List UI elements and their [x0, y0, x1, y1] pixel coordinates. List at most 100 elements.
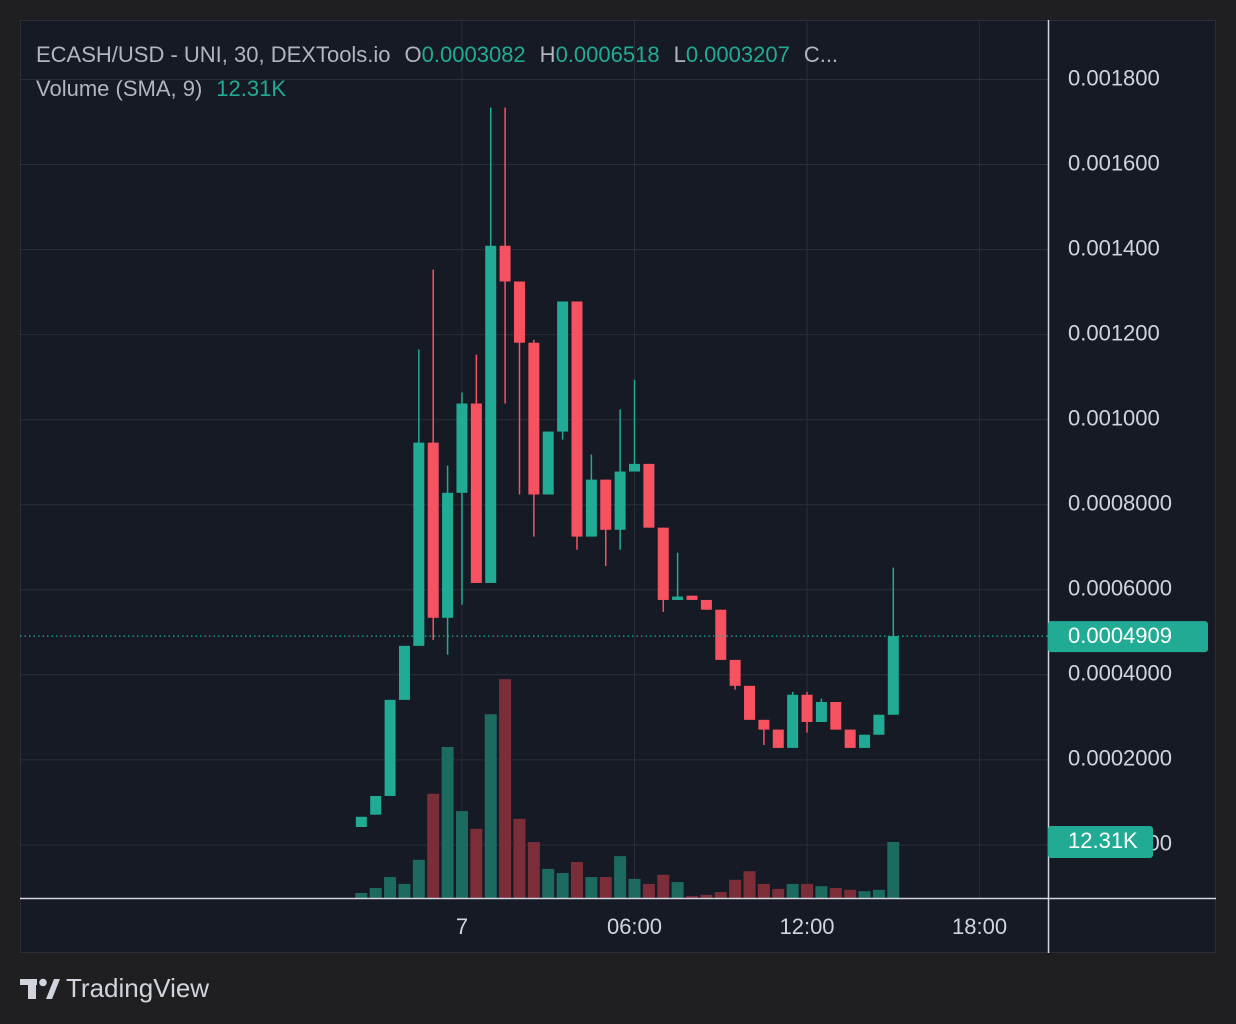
candle-body	[873, 714, 885, 735]
ohlc: O0.0003082 H0.0006518 L0.0003207	[405, 42, 790, 67]
volume-bar	[513, 818, 526, 898]
candle-body	[887, 636, 899, 715]
y-tick-label: 0.001000	[1068, 405, 1160, 430]
brand: TradingView	[66, 973, 209, 1003]
candle-body	[744, 685, 756, 720]
volume-bar	[657, 874, 670, 898]
volume-last: 12.31K	[216, 76, 286, 101]
legend-row: ECASH/USD - UNI, 30, DEXTools.io O0.00030…	[36, 42, 838, 67]
y-tick-label: 0.001400	[1068, 235, 1160, 260]
candle-body	[643, 463, 655, 528]
candle-body	[844, 729, 856, 748]
x-tick-label: 06:00	[607, 914, 662, 939]
y-tick-label: 0.001200	[1068, 320, 1160, 345]
volume-bar	[484, 714, 497, 898]
volume-bar	[686, 896, 699, 898]
logo-part	[28, 979, 36, 999]
volume-bar	[714, 892, 727, 898]
candle-body	[772, 729, 784, 748]
candle-body	[470, 403, 482, 583]
x-tick-label: 18:00	[952, 914, 1007, 939]
legend-value: 0.0003207	[686, 42, 790, 67]
candle-body	[614, 471, 626, 530]
volume-layer	[355, 679, 900, 898]
candle-body	[672, 596, 684, 600]
volume-bar	[585, 877, 598, 898]
candle-body	[571, 301, 583, 537]
volume-bar	[455, 811, 468, 898]
candle-body	[456, 403, 468, 493]
candle-body	[427, 442, 439, 618]
candle-body	[729, 659, 741, 686]
volume-bar	[815, 886, 828, 898]
y-tick-label: 0.0008000	[1068, 491, 1172, 516]
candle-body	[355, 816, 367, 827]
volume-bar	[369, 887, 382, 898]
logo-part	[39, 978, 47, 987]
volume-bar	[772, 888, 785, 898]
last-price-badge	[1048, 621, 1208, 653]
volume-bar	[858, 891, 871, 898]
candle-body	[628, 463, 640, 472]
volume-bar	[527, 842, 540, 898]
candle-body	[686, 595, 698, 600]
candle-body	[499, 245, 511, 282]
candle-body	[815, 701, 827, 722]
candle-body	[585, 479, 597, 537]
volume-bar	[427, 793, 440, 898]
volume-bar	[441, 746, 454, 898]
volume-bar	[757, 883, 770, 898]
candle-body	[787, 694, 799, 748]
candle-body	[384, 699, 396, 796]
candle-body	[485, 245, 497, 583]
volume-bar	[570, 862, 583, 898]
brand-logo	[20, 978, 60, 999]
volume-bar	[887, 841, 900, 898]
volume-bar	[599, 877, 612, 898]
y-tick-label: 0.0004000	[1068, 661, 1172, 686]
candle-body	[600, 479, 612, 530]
candle-body	[801, 694, 813, 722]
candle-body	[859, 734, 871, 748]
volume-bar	[671, 882, 684, 898]
y-tick-label: 0.0002000	[1068, 746, 1172, 771]
candle-body	[370, 795, 382, 815]
legend-label: O	[405, 42, 422, 67]
volume-bar	[499, 679, 512, 898]
candle-layer	[355, 107, 899, 827]
candle-body	[830, 701, 842, 730]
candle-body	[513, 281, 525, 343]
volume-bar	[700, 894, 713, 898]
y-tick-label: 0.001800	[1068, 65, 1160, 90]
candle-body	[657, 527, 669, 600]
volume-bar	[628, 878, 641, 898]
volume-bar	[556, 872, 569, 898]
volume-badge	[1048, 825, 1153, 858]
volume-bar	[829, 887, 842, 898]
volume-bar	[642, 883, 655, 898]
volume-bar	[470, 828, 483, 898]
legend-label: H	[540, 42, 556, 67]
legend-more: C...	[804, 42, 838, 67]
candle-body	[398, 645, 410, 700]
volume-bar	[355, 892, 368, 898]
candle-body	[557, 301, 569, 432]
legend-label: L	[674, 42, 686, 67]
logo-part	[46, 979, 60, 999]
axis-layer: 0.00000000.00020000.00040000.00060000.00…	[456, 65, 1208, 939]
volume-bar	[384, 877, 397, 898]
candle-body	[758, 719, 770, 730]
candle-body	[528, 342, 540, 495]
volume-bar	[398, 883, 411, 898]
volume-name: Volume (SMA, 9)	[36, 76, 202, 101]
x-tick-label: 12:00	[779, 914, 834, 939]
candle-body	[542, 431, 554, 495]
candle-body	[442, 492, 454, 618]
volume-badge-label: 12.31K	[1068, 828, 1138, 853]
x-tick-label: 7	[456, 914, 468, 939]
volume-bar	[786, 883, 799, 898]
volume-bar	[872, 889, 885, 898]
y-tick-label: 0.0006000	[1068, 576, 1172, 601]
